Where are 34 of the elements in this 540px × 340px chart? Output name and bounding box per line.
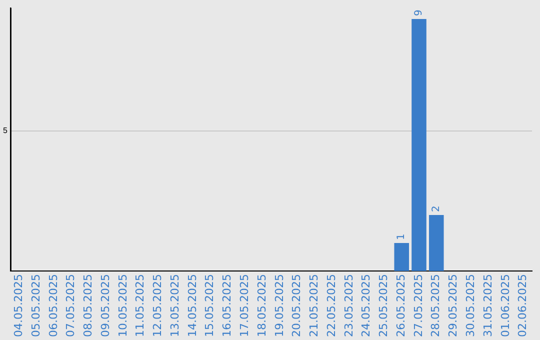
- x-tick-label: 02.06.2025: [516, 274, 530, 338]
- x-tick-label: 10.05.2025: [116, 274, 130, 338]
- data-label: 9: [414, 10, 425, 16]
- x-tick-label: 16.05.2025: [220, 274, 234, 338]
- x-tick-label: 20.05.2025: [290, 274, 304, 338]
- x-tick-label: 24.05.2025: [360, 274, 373, 338]
- x-tick-label: 06.05.2025: [46, 274, 60, 338]
- x-tick-label: 21.05.2025: [308, 274, 321, 338]
- x-tick-label: 05.05.2025: [29, 274, 42, 338]
- x-tick-label: 09.05.2025: [98, 274, 112, 338]
- x-tick-label: 04.05.2025: [12, 274, 25, 338]
- data-label: 1: [396, 234, 408, 240]
- x-tick-label: 19.05.2025: [272, 274, 286, 338]
- x-tick-label: 08.05.2025: [82, 274, 95, 338]
- x-tick-label: 01.06.2025: [498, 274, 512, 338]
- y-tick-label: 5: [2, 126, 8, 136]
- x-tick-label: 29.05.2025: [446, 274, 460, 338]
- x-tick-label: 15.05.2025: [203, 274, 216, 338]
- x-tick-label: 13.05.2025: [168, 274, 182, 338]
- x-tick-label: 14.05.2025: [186, 274, 199, 338]
- data-label: 2: [430, 206, 442, 212]
- x-tick-label: 12.05.2025: [151, 274, 164, 338]
- x-tick-label: 28.05.2025: [429, 274, 442, 338]
- x-tick-label: 17.05.2025: [238, 274, 252, 338]
- x-tick-label: 18.05.2025: [255, 274, 268, 338]
- x-tick-label: 26.05.2025: [394, 274, 408, 338]
- x-tick-label: 31.05.2025: [481, 274, 494, 338]
- x-tick-label: 22.05.2025: [324, 274, 338, 338]
- x-tick-label: 27.05.2025: [412, 274, 425, 338]
- x-tick-label: 25.05.2025: [377, 274, 390, 338]
- x-tick-label: 07.05.2025: [64, 274, 78, 338]
- x-tick-label: 23.05.2025: [342, 274, 356, 338]
- x-tick-label: 11.05.2025: [134, 274, 147, 338]
- x-tick-label: 30.05.2025: [464, 274, 478, 338]
